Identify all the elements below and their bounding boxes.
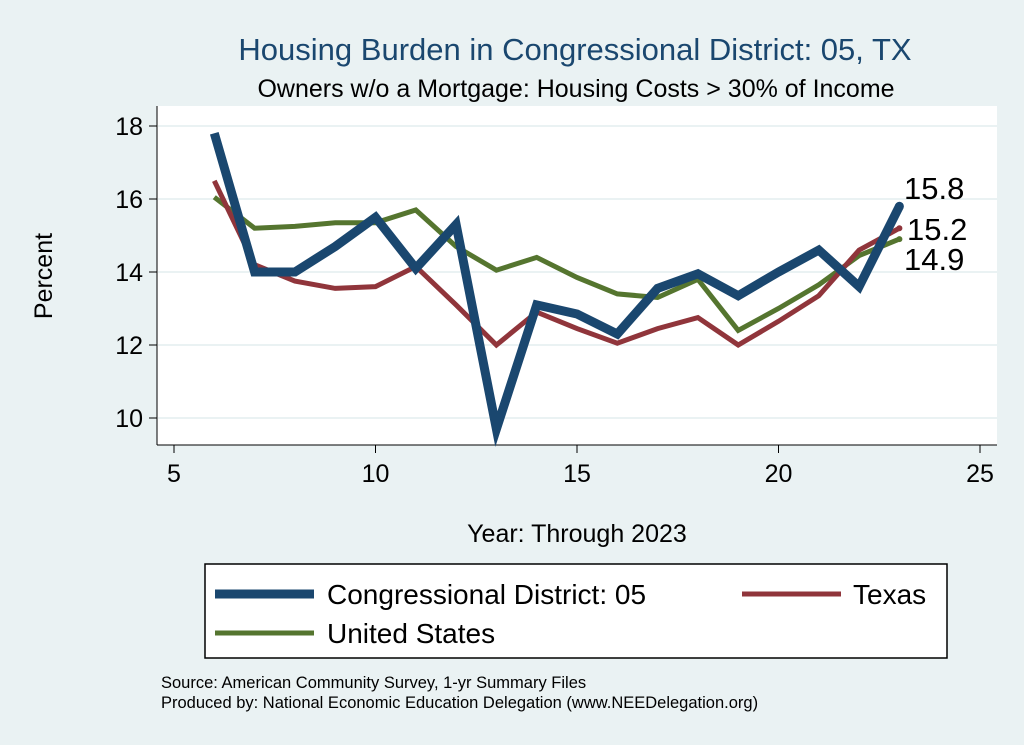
end-label-texas: 15.2 [907,212,967,247]
x-tick-label-20: 20 [765,460,793,488]
legend-label-district: Congressional District: 05 [327,579,646,610]
y-tick-label-14: 14 [115,259,143,287]
legend-item-district: Congressional District: 05 [215,579,646,610]
series-end-point-district [894,201,904,211]
source-line: Source: American Community Survey, 1-yr … [161,674,586,692]
end-labels: 15.8 15.214.9 [904,171,967,277]
y-axis-title: Percent [30,233,58,319]
chart-subtitle: Owners w/o a Mortgage: Housing Costs > 3… [257,75,894,103]
y-tick-label-18: 18 [115,113,143,141]
series-line-texas [212,179,901,349]
legend-item-us: United States [215,618,495,649]
end-label-district: 15.8 [904,171,964,206]
chart-title: Housing Burden in Congressional District… [238,32,911,67]
y-tick-label-12: 12 [115,332,143,360]
gridlines [158,125,997,419]
series-lines [209,132,904,447]
x-tick-label-5: 5 [167,460,181,488]
legend-label-us: United States [327,618,495,649]
series-line-us [212,195,901,334]
series-end-point-texas [896,225,903,232]
legend-item-texas: Texas [742,579,926,610]
y-tick-label-10: 10 [115,405,143,433]
x-tick-label-15: 15 [563,460,591,488]
x-axis-title: Year: Through 2023 [467,520,687,548]
end-label-us: 14.9 [904,242,964,277]
y-axis-ticks: 10 12 14 16 18 [115,113,157,433]
series-end-point-us [896,236,903,243]
producer-line: Produced by: National Economic Education… [161,694,758,712]
x-axis-ticks: 5 10 15 20 25 [167,445,994,488]
legend-label-texas: Texas [853,579,926,610]
x-tick-label-25: 25 [966,460,994,488]
legend-box [204,563,948,659]
x-tick-label-10: 10 [362,460,390,488]
series-line-district [209,132,904,447]
y-tick-label-16: 16 [115,186,143,214]
